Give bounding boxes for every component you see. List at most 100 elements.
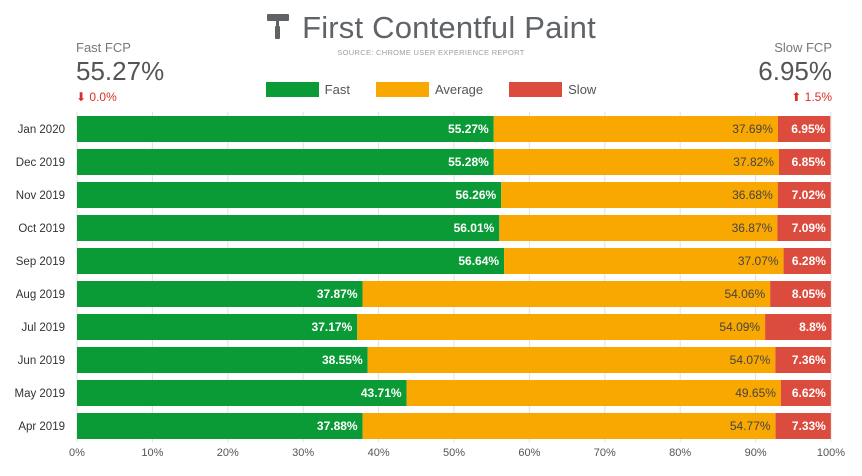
legend-label-fast: Fast: [324, 82, 350, 97]
bar-segment-slow: [780, 380, 831, 406]
x-tick-label: 20%: [217, 447, 239, 459]
legend-label-average: Average: [434, 82, 484, 97]
bar-segment-fast: [77, 314, 358, 340]
bar-segment-fast: [77, 116, 494, 142]
legend-swatch-average: [375, 82, 429, 97]
bar-segment-average: [367, 347, 776, 373]
bar-segment-fast: [77, 215, 500, 241]
x-tick-label: 10%: [141, 447, 163, 459]
category-label: Dec 2019: [16, 157, 65, 169]
fast-fcp-label: Fast FCP: [76, 40, 131, 55]
bar-segment-fast: [77, 149, 494, 175]
category-label: Oct 2019: [18, 223, 65, 235]
legend-item-average: Average: [375, 82, 484, 97]
bar-segment-fast: [77, 380, 407, 406]
data-label-slow: 6.28%: [792, 254, 826, 268]
bar-segment-average: [357, 314, 766, 340]
chart-source: SOURCE: CHROME USER EXPERIENCE REPORT: [337, 48, 525, 57]
bar-segment-average: [504, 248, 784, 274]
bar-segment-average: [499, 215, 778, 241]
bar-segment-slow: [783, 248, 831, 274]
legend-label-slow: Slow: [568, 82, 597, 97]
bar-segment-slow: [775, 413, 831, 439]
data-label-average: 54.09%: [719, 320, 760, 334]
x-tick-label: 0%: [69, 447, 85, 459]
bar-segment-fast: [77, 347, 368, 373]
data-label-average: 54.77%: [730, 419, 771, 433]
bar-segment-slow: [775, 347, 831, 373]
category-label: Jun 2019: [18, 355, 65, 367]
data-label-slow: 6.95%: [791, 122, 825, 136]
data-label-slow: 7.02%: [792, 188, 826, 202]
slow-fcp-delta: ⬆ 1.5%: [758, 90, 832, 104]
bar-segment-average: [493, 149, 779, 175]
data-label-average: 36.68%: [732, 188, 773, 202]
data-label-slow: 7.09%: [792, 221, 826, 235]
x-tick-label: 100%: [817, 447, 845, 459]
bar-segment-fast: [77, 182, 502, 208]
bar-segment-slow: [770, 281, 831, 307]
data-label-fast: 56.01%: [454, 221, 495, 235]
data-label-fast: 56.64%: [458, 254, 499, 268]
fast-fcp-delta: ⬇ 0.0%: [76, 90, 164, 104]
fast-fcp-value: 55.27%: [76, 56, 165, 86]
x-tick-label: 60%: [518, 447, 540, 459]
bar-segment-average: [406, 380, 781, 406]
slow-fcp-label: Slow FCP: [774, 40, 832, 55]
bar-segment-slow: [778, 149, 831, 175]
bar-segment-average: [362, 413, 776, 439]
chart-header: First Contentful Paint SOURCE: CHROME US…: [0, 10, 862, 57]
bar-segment-fast: [77, 281, 363, 307]
slow-fcp-value: 6.95%: [758, 56, 832, 86]
data-label-slow: 8.05%: [792, 287, 826, 301]
category-label: Aug 2019: [16, 289, 65, 301]
bar-segment-slow: [777, 215, 831, 241]
data-label-slow: 6.62%: [792, 386, 826, 400]
bar-segment-average: [501, 182, 778, 208]
data-label-fast: 37.87%: [317, 287, 358, 301]
data-label-fast: 38.55%: [322, 353, 363, 367]
chart-title: First Contentful Paint: [302, 10, 596, 45]
data-label-slow: 7.33%: [792, 419, 826, 433]
data-label-fast: 43.71%: [361, 386, 402, 400]
data-label-fast: 55.28%: [448, 155, 489, 169]
category-label: May 2019: [14, 388, 65, 400]
data-label-slow: 7.36%: [792, 353, 826, 367]
data-label-fast: 55.27%: [448, 122, 489, 136]
bar-segment-slow: [765, 314, 832, 340]
data-label-slow: 6.85%: [792, 155, 826, 169]
slow-fcp-delta-value: 1.5%: [804, 90, 832, 104]
data-label-average: 54.06%: [724, 287, 765, 301]
x-tick-label: 70%: [594, 447, 616, 459]
slow-fcp-kpi: Slow FCP 6.95% ⬆ 1.5%: [758, 40, 832, 104]
legend-swatch-slow: [509, 82, 563, 97]
data-label-fast: 56.26%: [455, 188, 496, 202]
category-label: Sep 2019: [16, 256, 65, 268]
legend-swatch-fast: [265, 82, 319, 97]
x-tick-label: 90%: [745, 447, 767, 459]
legend-item-slow: Slow: [509, 82, 596, 97]
bar-segment-average: [362, 281, 771, 307]
bar-segment-average: [493, 116, 778, 142]
data-label-average: 37.07%: [738, 254, 779, 268]
fast-fcp-delta-value: 0.0%: [89, 90, 117, 104]
bar-segment-slow: [777, 116, 831, 142]
chart-legend: Fast Average Slow: [0, 82, 862, 97]
category-label: Nov 2019: [16, 190, 65, 202]
bar-segment-slow: [777, 182, 831, 208]
data-label-slow: 8.8%: [799, 320, 827, 334]
x-tick-label: 30%: [292, 447, 314, 459]
data-label-average: 36.87%: [732, 221, 773, 235]
category-label: Apr 2019: [18, 421, 65, 433]
legend-item-fast: Fast: [265, 82, 350, 97]
x-tick-label: 50%: [443, 447, 465, 459]
bar-segment-fast: [77, 413, 363, 439]
category-label: Jul 2019: [22, 322, 65, 334]
data-label-average: 54.07%: [730, 353, 771, 367]
data-label-fast: 37.17%: [312, 320, 353, 334]
paint-roller-icon: [266, 12, 290, 45]
category-label: Jan 2020: [18, 124, 65, 136]
data-label-fast: 37.88%: [317, 419, 358, 433]
data-label-average: 49.65%: [735, 386, 776, 400]
